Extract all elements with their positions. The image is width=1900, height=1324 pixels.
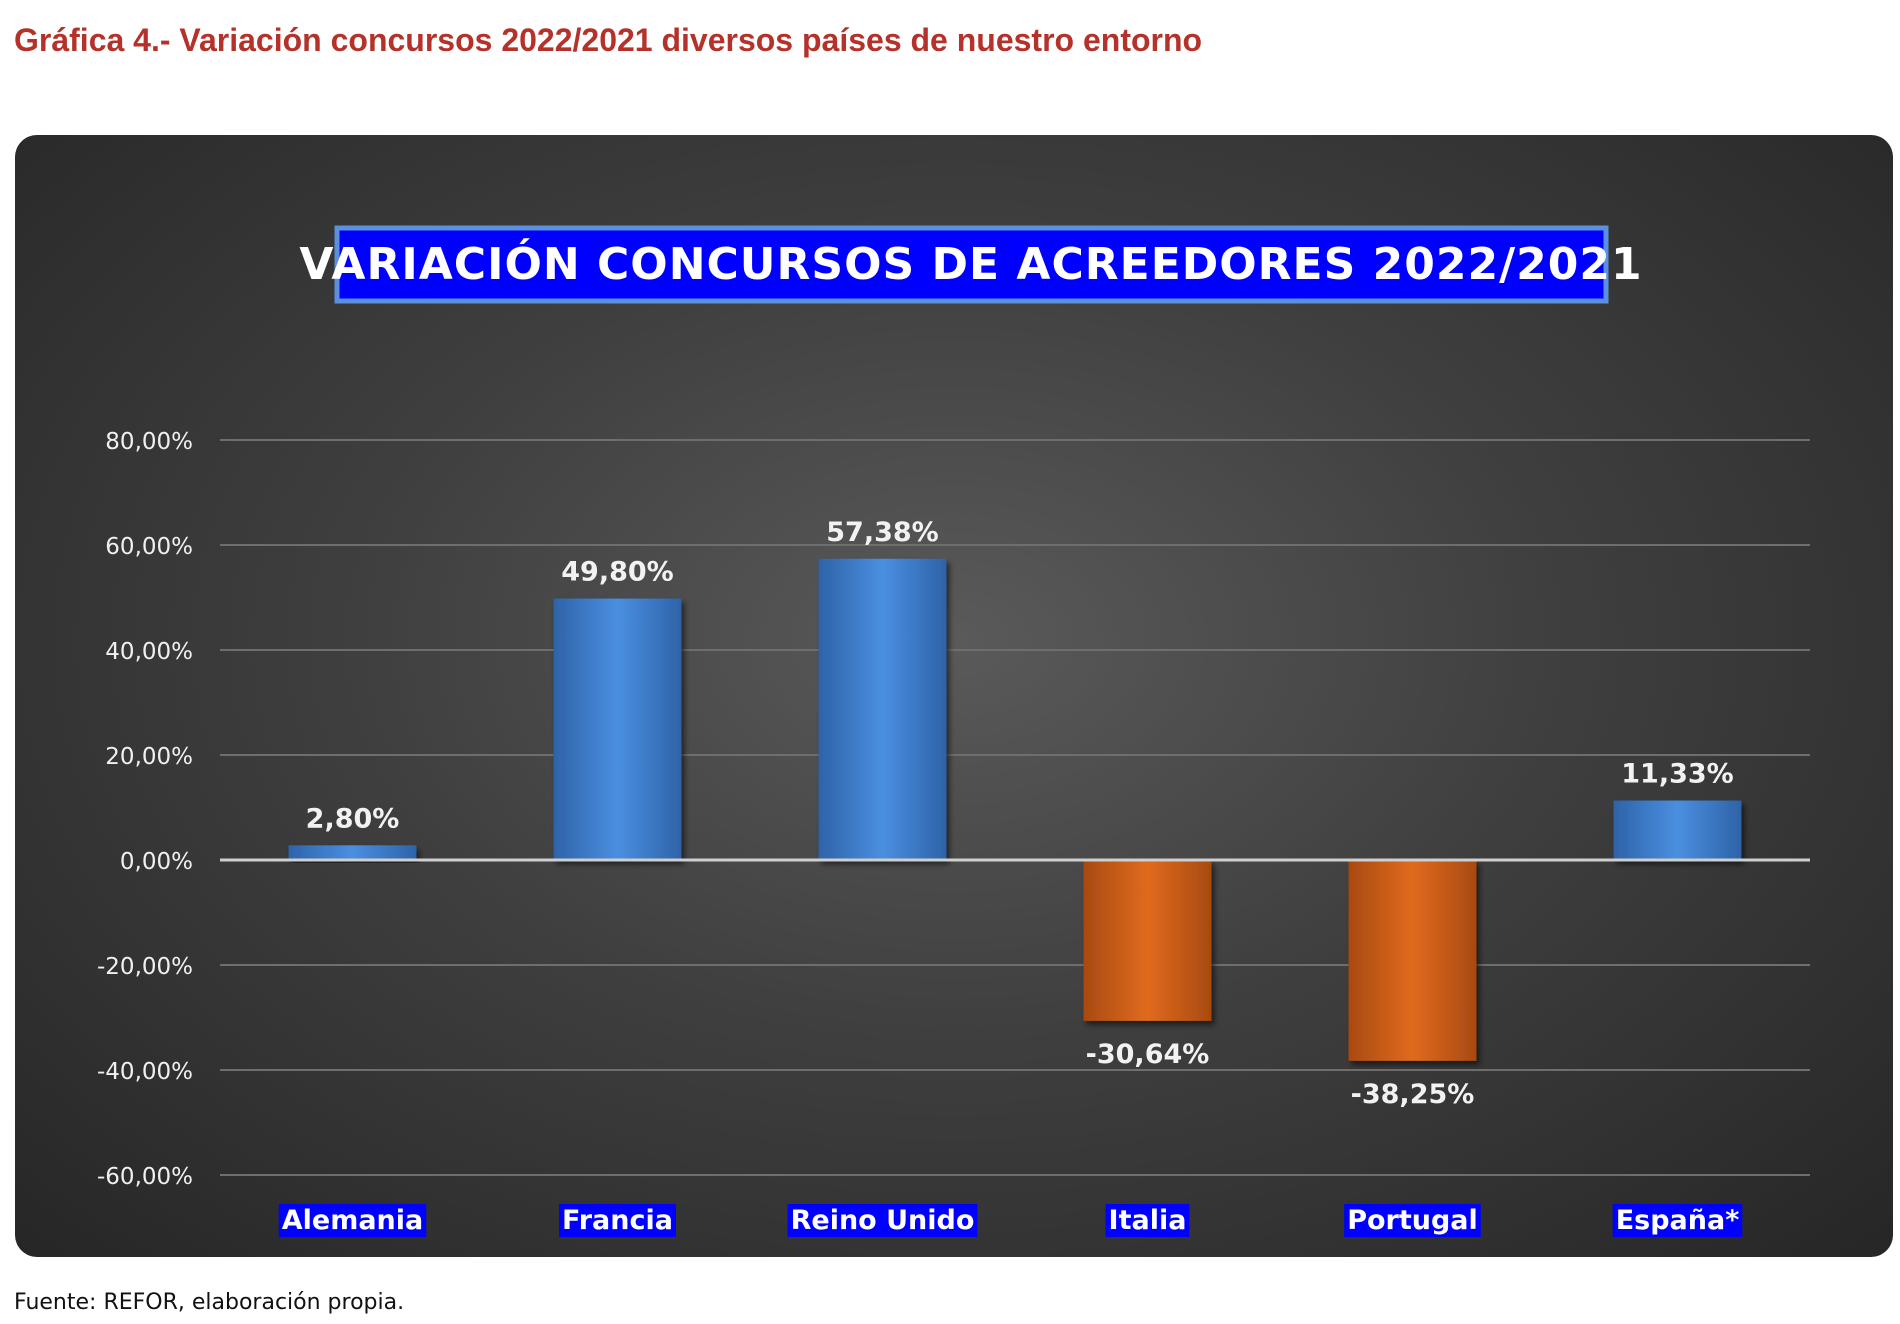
x-category-box — [1612, 1204, 1743, 1237]
y-tick-label: -40,00% — [97, 1059, 193, 1085]
x-category-text: Francia — [562, 1205, 673, 1236]
data-label: 57,38% — [826, 517, 938, 548]
x-category-text: España* — [1616, 1205, 1740, 1236]
y-tick-label: -60,00% — [97, 1164, 193, 1190]
x-category-label: Alemania — [278, 1204, 427, 1237]
x-category-box — [559, 1204, 676, 1237]
x-category-label: Italia — [1105, 1204, 1190, 1237]
y-tick-label: -20,00% — [97, 954, 193, 980]
x-category-text: Reino Unido — [791, 1205, 975, 1236]
bar-espa-a — [1613, 800, 1742, 860]
x-category-label: Francia — [559, 1204, 676, 1237]
data-label: 2,80% — [306, 803, 400, 834]
x-category-text: Portugal — [1347, 1205, 1478, 1236]
bar-italia — [1083, 860, 1212, 1021]
x-category-label: Portugal — [1344, 1204, 1481, 1237]
page-title: Gráfica 4.- Variación concursos 2022/202… — [14, 22, 1203, 58]
bar-portugal — [1348, 860, 1477, 1061]
chart-panel: 80,00% 60,00% 40,00% 20,00% 0,00% -20,00% -40,… — [15, 135, 1893, 1257]
x-category-text: Italia — [1109, 1205, 1187, 1236]
bar-francia — [553, 598, 682, 860]
x-category-box — [1105, 1204, 1190, 1237]
bar-alemania — [288, 845, 417, 860]
x-category-box — [1344, 1204, 1481, 1237]
x-category-label: Reino Unido — [787, 1204, 978, 1237]
data-label: 49,80% — [561, 557, 673, 588]
bar-reino-unido — [818, 558, 947, 860]
data-label: 11,33% — [1621, 759, 1733, 790]
x-category-label: España* — [1612, 1204, 1743, 1237]
chart-title: VARIACIÓN CONCURSOS DE ACREEDORES 2022/2… — [299, 237, 1642, 290]
y-tick-label: 40,00% — [105, 639, 193, 665]
y-tick-label: 20,00% — [105, 744, 193, 770]
source-note: Fuente: REFOR, elaboración propia. — [14, 1290, 405, 1315]
data-label: -30,64% — [1086, 1039, 1210, 1070]
chart-title-box — [334, 225, 1609, 304]
x-category-box — [278, 1204, 427, 1237]
data-label: -38,25% — [1351, 1079, 1475, 1110]
y-tick-label: 60,00% — [105, 534, 193, 560]
bar-chart: 80,00% 60,00% 40,00% 20,00% 0,00% -20,00% -40,… — [97, 225, 1810, 1237]
x-category-text: Alemania — [282, 1205, 424, 1236]
x-category-box — [787, 1204, 978, 1237]
y-tick-label: 80,00% — [105, 429, 193, 455]
y-tick-label: 0,00% — [120, 849, 193, 875]
